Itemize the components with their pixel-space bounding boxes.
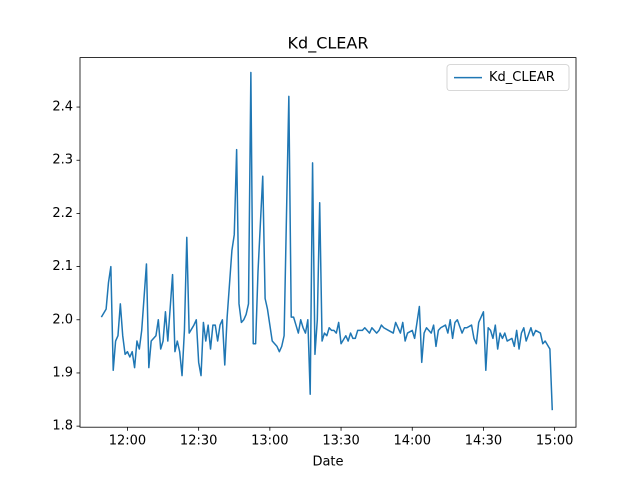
x-tick-label: 13:00 xyxy=(251,434,288,449)
x-tick-label: 12:00 xyxy=(109,434,146,449)
y-tick-label: 2.1 xyxy=(52,259,73,274)
chart-title: Kd_CLEAR xyxy=(288,34,369,54)
x-axis-label: Date xyxy=(312,455,343,470)
x-tick-label: 14:30 xyxy=(465,434,502,449)
y-tick-label: 1.8 xyxy=(52,419,73,434)
legend-label: Kd_CLEAR xyxy=(489,70,555,85)
data-line xyxy=(100,71,554,411)
y-tick-label: 2.4 xyxy=(52,100,73,115)
x-tick-label: 14:00 xyxy=(394,434,431,449)
x-tick-label: 15:00 xyxy=(536,434,573,449)
axes-frame xyxy=(79,57,577,428)
y-tick-label: 1.9 xyxy=(52,365,73,380)
y-tick-label: 2.2 xyxy=(52,206,73,221)
legend-box xyxy=(446,64,570,91)
x-tick-label: 12:30 xyxy=(180,434,217,449)
x-tick-label: 13:30 xyxy=(322,434,359,449)
y-tick-label: 2.3 xyxy=(52,153,73,168)
y-tick-label: 2.0 xyxy=(52,312,73,327)
